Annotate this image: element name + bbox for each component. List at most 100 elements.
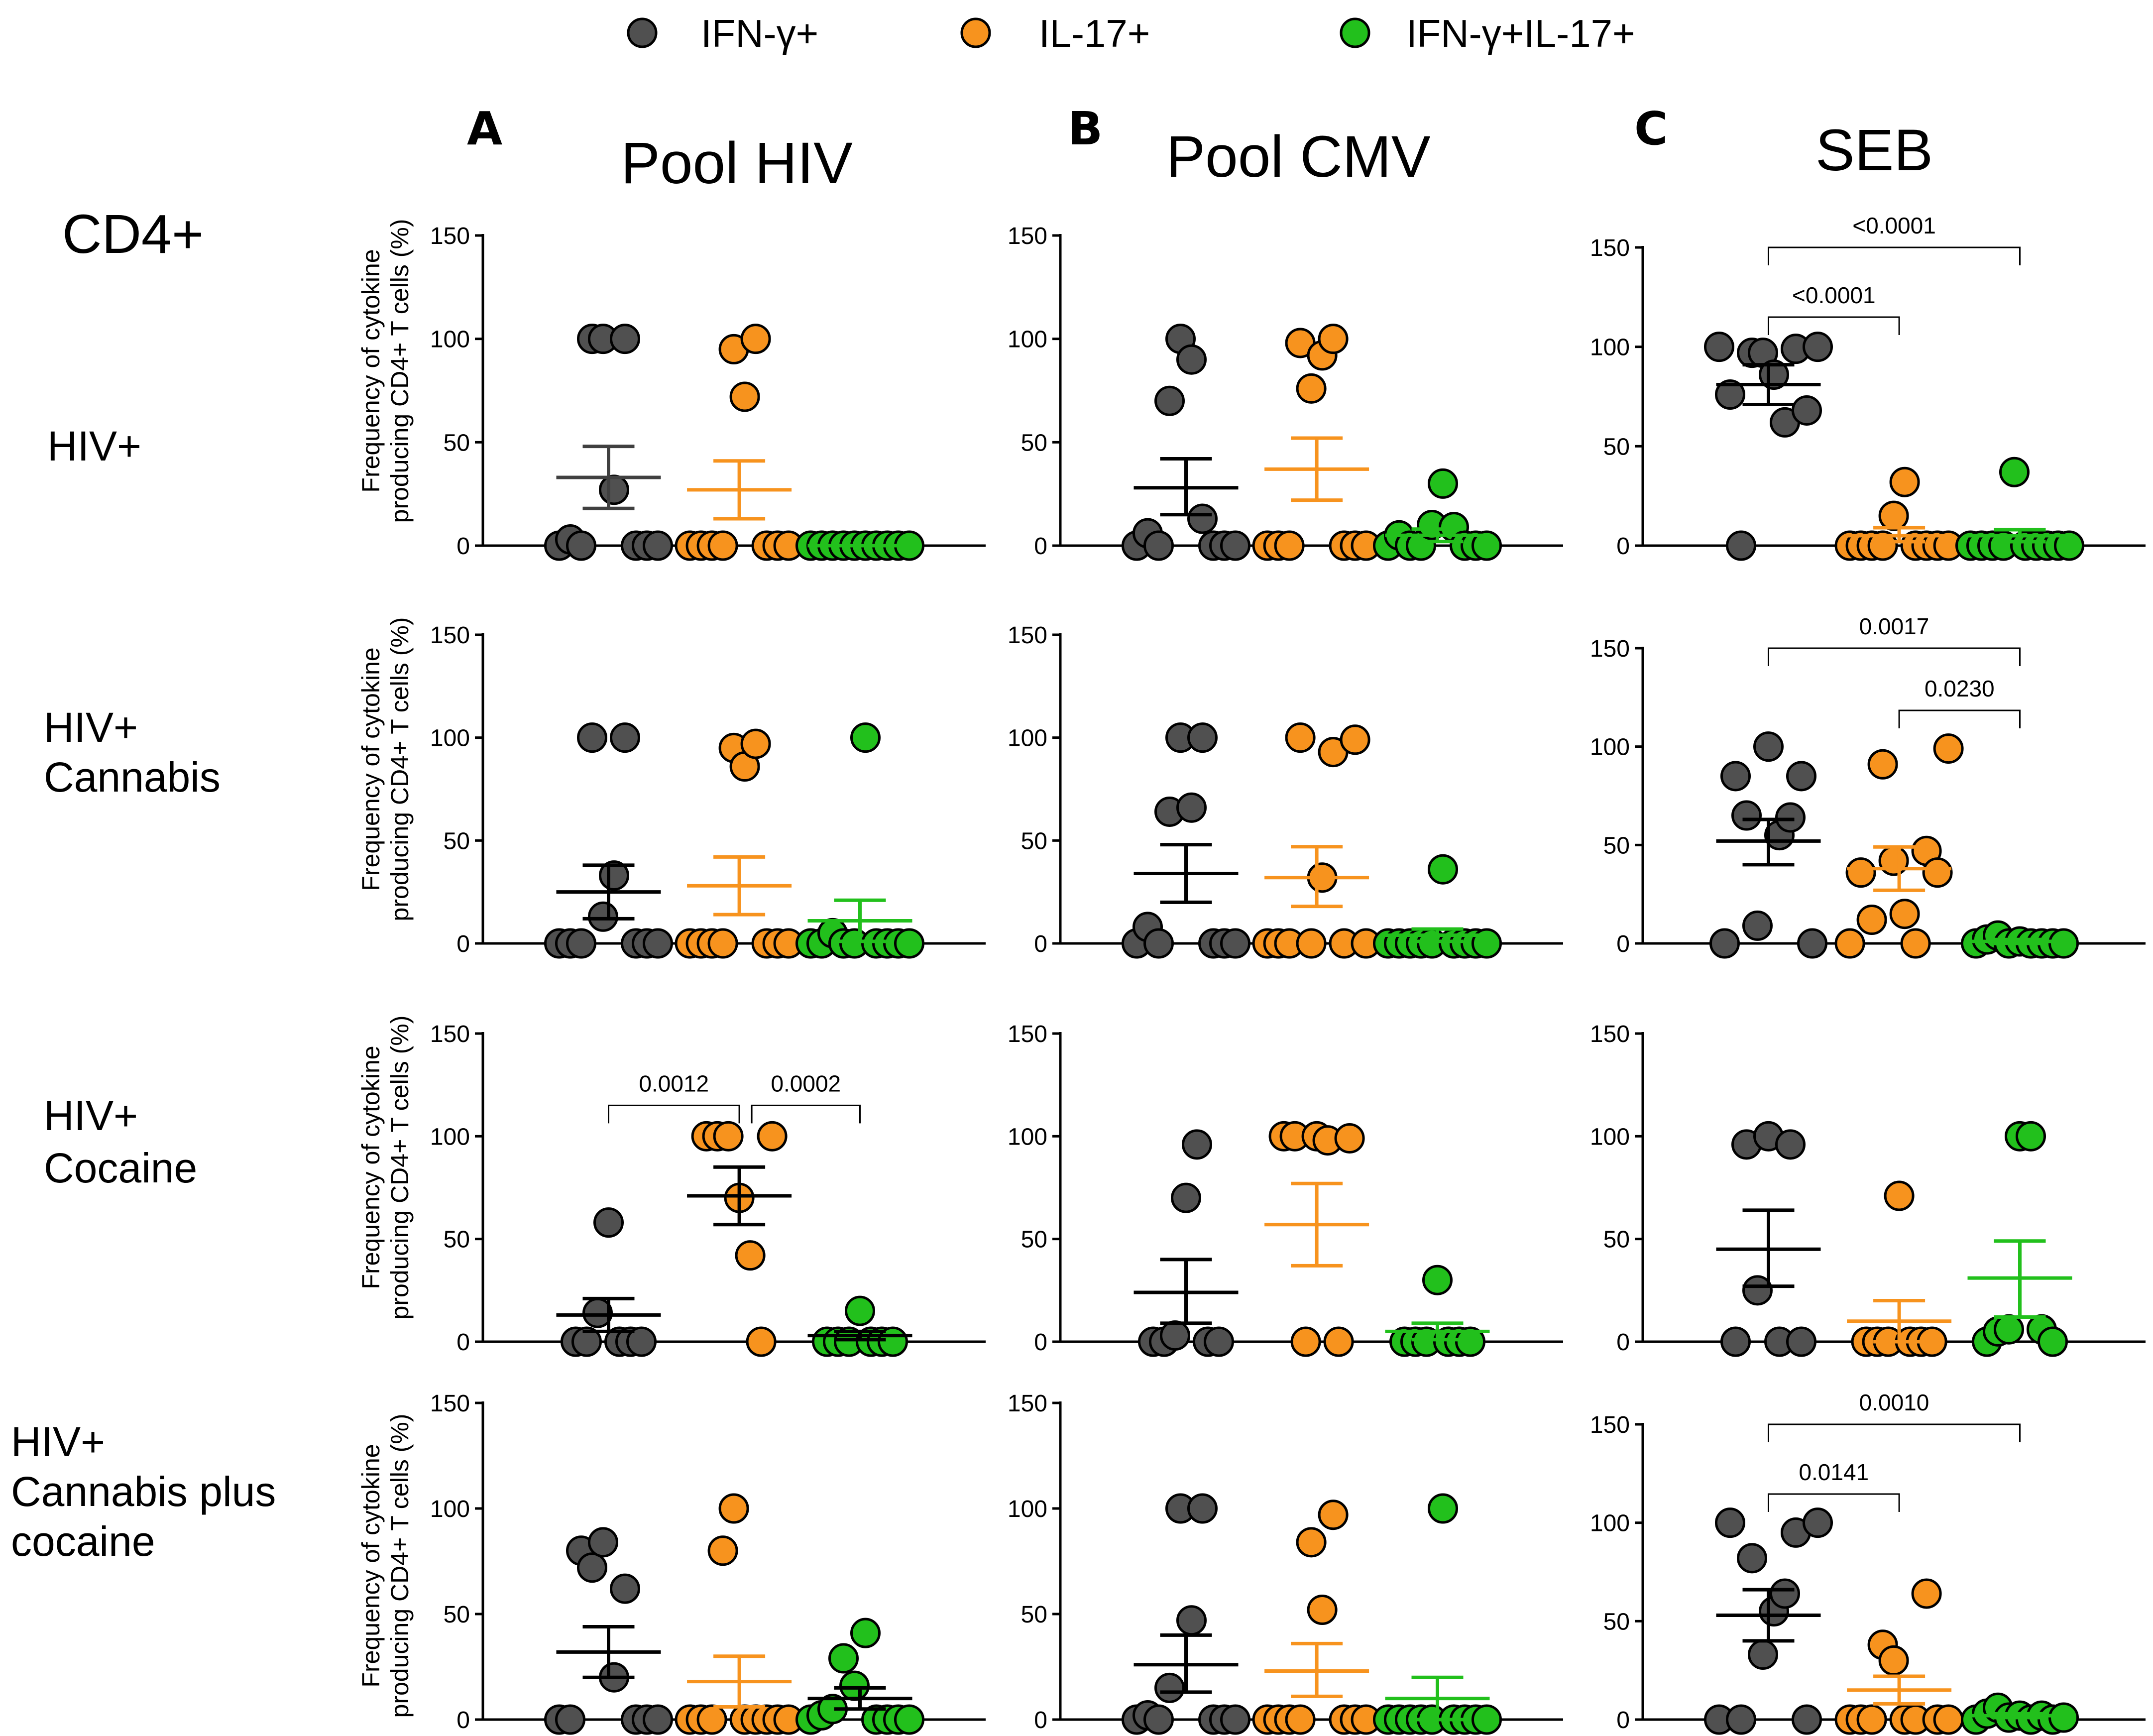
- group-3: [1373, 468, 1502, 561]
- data-point: [1731, 800, 1762, 831]
- data-point: [1220, 530, 1250, 561]
- data-point: [1900, 928, 1931, 959]
- data-point: [1220, 1704, 1250, 1735]
- data-point: [1933, 733, 1964, 764]
- data-point: [588, 901, 618, 932]
- column-letter-a: A: [467, 102, 502, 155]
- y-tick-label: 0: [1616, 1329, 1630, 1356]
- data-point: [1296, 928, 1327, 959]
- panel-r4-c3: 0 50 100 150 0.0141 0.0010: [1590, 1389, 2146, 1735]
- comparison-bracket: 0.0010: [1768, 1389, 2021, 1442]
- row-label-hiv-cannabis-line1: HIV+: [44, 704, 138, 751]
- row-label-hiv-both-line1: HIV+: [11, 1418, 105, 1465]
- data-point: [577, 722, 607, 753]
- y-tick-label: 100: [1008, 725, 1047, 752]
- group-3: [1955, 457, 2084, 561]
- panels: 0 50 100 150 0 50 100 150 0 50 100 150 <0.0001 <0.000…: [430, 213, 2146, 1735]
- y-tick-label: 150: [430, 622, 470, 649]
- comparison-bracket: 0.0002: [751, 1070, 861, 1124]
- data-point: [1187, 503, 1218, 534]
- svg-text:Frequency of cytokine: Frequency of cytokine: [357, 647, 385, 891]
- p-value-label: <0.0001: [1852, 213, 1936, 238]
- comparison-bracket: 0.0141: [1768, 1459, 1900, 1512]
- group-3: [807, 1295, 912, 1357]
- data-point: [566, 928, 596, 959]
- data-point: [1878, 1645, 1909, 1676]
- group-3: [1967, 1121, 2072, 1357]
- panel-r1-c2: 0 50 100 150: [1008, 223, 1563, 561]
- data-point: [1775, 1129, 1806, 1160]
- data-point: [1845, 857, 1876, 888]
- p-value-label: <0.0001: [1792, 282, 1876, 308]
- y-tick-label: 150: [1008, 1021, 1047, 1047]
- data-point: [1803, 1507, 1833, 1538]
- data-point: [1143, 1704, 1174, 1735]
- data-point: [1867, 749, 1898, 780]
- data-point: [1296, 373, 1327, 404]
- y-tick-label: 0: [456, 1707, 470, 1734]
- group-1: [1122, 1493, 1250, 1735]
- data-point: [1999, 457, 2030, 487]
- y-tick-label: 100: [1008, 1496, 1047, 1522]
- data-point: [571, 1326, 602, 1357]
- data-point: [1867, 530, 1898, 561]
- column-title-pool-cmv: Pool CMV: [1166, 124, 1430, 190]
- comparison-bracket: <0.0001: [1768, 282, 1900, 335]
- data-point: [1748, 1639, 1778, 1670]
- panel-r2-c2: 0 50 100 150: [1008, 622, 1563, 959]
- data-point: [1884, 1180, 1915, 1211]
- cell-type-label: CD4+: [62, 204, 204, 265]
- legend-label-double: IFN-γ+IL-17+: [1406, 11, 1635, 55]
- data-point: [1422, 1265, 1453, 1295]
- y-tick-label: 50: [1603, 1227, 1630, 1253]
- y-tick-label: 100: [430, 725, 470, 752]
- y-tick-label: 0: [1616, 1707, 1630, 1734]
- row-label-hiv-cannabis-line2: Cannabis: [44, 754, 221, 801]
- data-point: [707, 1535, 738, 1566]
- y-tick-label: 0: [456, 533, 470, 560]
- group-1: [1704, 332, 1833, 561]
- data-point: [1182, 1129, 1212, 1160]
- y-tick-label: 50: [1603, 1609, 1630, 1635]
- y-tick-label: 0: [1034, 1707, 1047, 1734]
- data-point: [1726, 1704, 1756, 1735]
- legend-label-ifng: IFN-γ+: [701, 11, 818, 55]
- y-tick-label: 50: [444, 1227, 470, 1253]
- data-point: [610, 722, 640, 753]
- group-1: [544, 324, 673, 561]
- group-3: [795, 530, 924, 561]
- bracket-line: [1768, 1493, 1900, 1512]
- data-point: [850, 722, 881, 753]
- data-point: [696, 1704, 727, 1735]
- group-1: [1133, 1129, 1239, 1357]
- column-letter-c: C: [1634, 102, 1668, 155]
- legend: IFN-γ+ IL-17+ IFN-γ+IL-17+: [627, 11, 1635, 55]
- group-1: [1716, 1121, 1821, 1357]
- y-tick-label: 150: [430, 1021, 470, 1047]
- y-tick-label: 150: [1008, 622, 1047, 649]
- row-labels: HIV+ HIV+ Cannabis HIV+ Cocaine HIV+ Can…: [11, 423, 276, 1565]
- data-point: [626, 1326, 657, 1357]
- group-1: [1709, 731, 1827, 959]
- data-point: [718, 1493, 749, 1524]
- y-tick-label: 100: [1008, 327, 1047, 353]
- y-axis-title-row3: Frequency of cytokine producing CD4+ T c…: [357, 1016, 414, 1320]
- bracket-line: [1768, 647, 2021, 666]
- panel-r1-c1: 0 50 100 150: [430, 223, 986, 561]
- p-value-label: 0.0141: [1799, 1459, 1869, 1485]
- y-tick-label: 0: [1616, 533, 1630, 560]
- legend-marker-ifng: [627, 17, 658, 48]
- data-point: [1428, 468, 1458, 499]
- data-point: [1856, 1704, 1887, 1735]
- data-point: [593, 1207, 624, 1238]
- data-point: [1290, 1326, 1321, 1357]
- data-point: [1726, 530, 1756, 561]
- data-point: [1878, 500, 1909, 531]
- y-tick-label: 100: [430, 1496, 470, 1522]
- group-3: [1373, 854, 1502, 959]
- data-point: [1428, 854, 1458, 885]
- group-3: [795, 722, 924, 959]
- group-2: [675, 1493, 804, 1735]
- data-point: [1455, 1326, 1485, 1357]
- group-2: [1834, 1578, 1964, 1735]
